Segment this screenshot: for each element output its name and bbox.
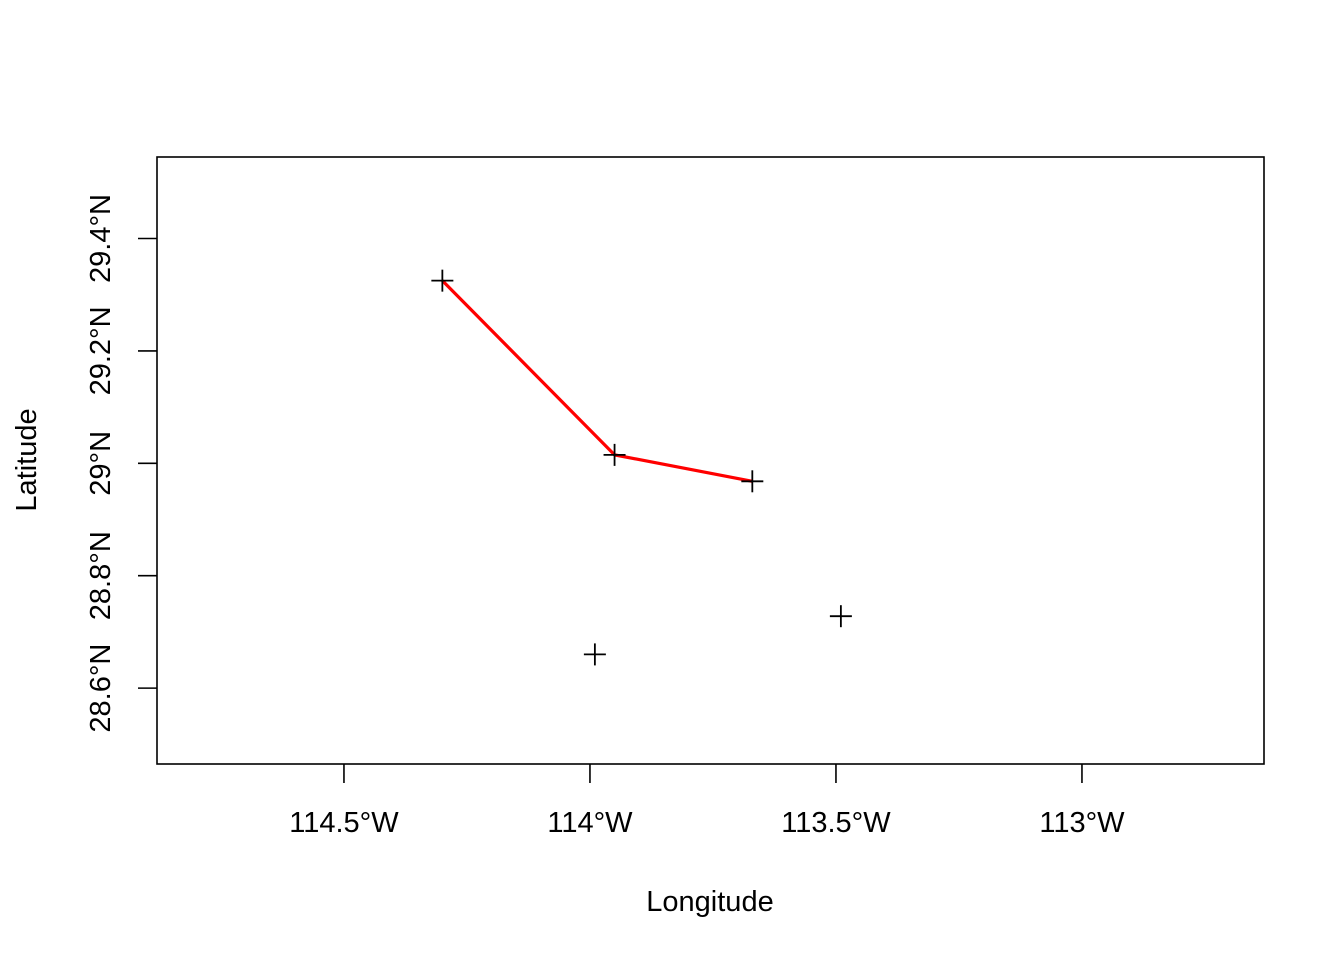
x-tick-label: 113°W xyxy=(1039,807,1125,839)
y-axis-label: Latitude xyxy=(11,408,43,511)
x-tick-label: 113.5°W xyxy=(781,807,891,839)
y-tick-label: 28.8°N xyxy=(85,531,117,620)
y-tick-label: 29.2°N xyxy=(85,306,117,395)
y-tick-label: 29.4°N xyxy=(85,194,117,283)
data-point xyxy=(603,443,626,466)
data-point xyxy=(431,269,454,292)
data-point xyxy=(741,470,764,493)
y-axis: 28.6°N 28.8°N 29°N 29.2°N 29.4°N xyxy=(85,194,157,733)
y-tick-label: 29°N xyxy=(85,431,117,496)
data-point xyxy=(829,605,852,628)
points xyxy=(431,269,852,666)
x-axis-label: Longitude xyxy=(646,886,773,918)
x-tick-label: 114.5°W xyxy=(289,807,399,839)
data-point xyxy=(583,643,606,666)
plot-frame xyxy=(156,156,1265,765)
x-tick-label: 114°W xyxy=(547,807,633,839)
y-tick-label: 28.6°N xyxy=(85,644,117,733)
track-line xyxy=(441,279,753,483)
x-axis: 114.5°W 114°W 113.5°W 113°W xyxy=(289,764,1125,839)
